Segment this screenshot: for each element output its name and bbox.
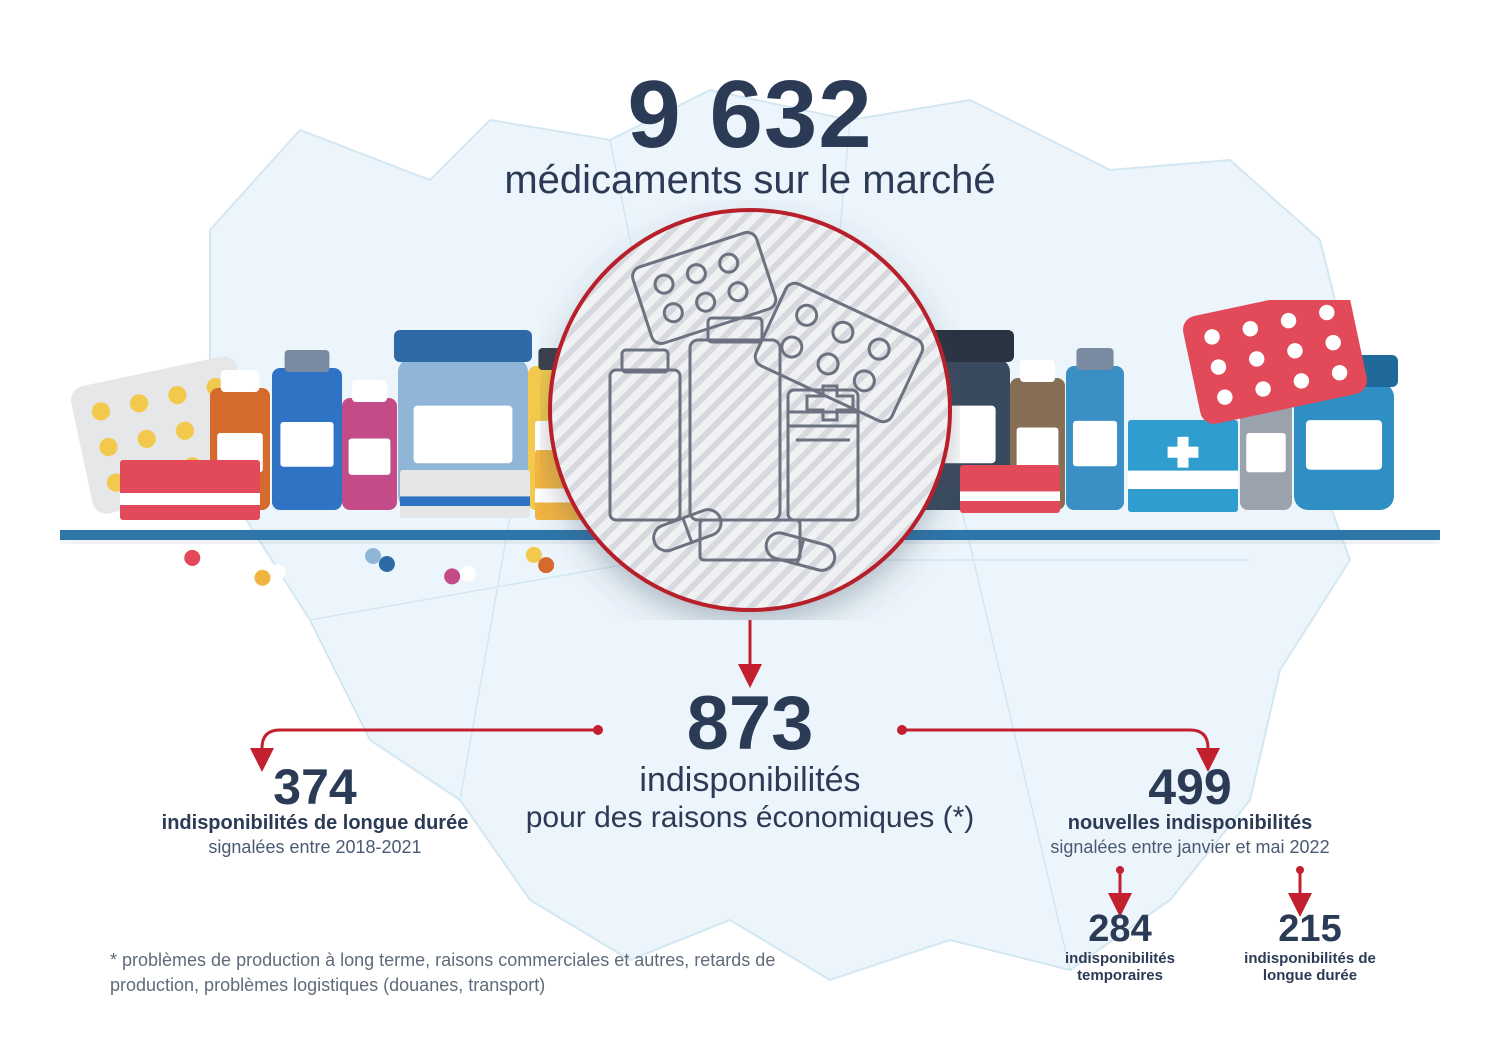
right-stat-value: 499 xyxy=(990,758,1390,816)
infographic-canvas: 9 632 médicaments sur le marché xyxy=(0,0,1500,1057)
right-substat-b-value: 215 xyxy=(1220,908,1400,951)
center-stat-value: 873 xyxy=(490,680,1010,767)
headline-value: 9 632 xyxy=(300,60,1200,170)
footnote-text: * problèmes de production à long terme, … xyxy=(110,948,830,997)
right-substat-b: 215 indisponibilités de longue durée xyxy=(1220,908,1400,984)
headline-block: 9 632 médicaments sur le marché xyxy=(300,60,1200,203)
left-stat-line1: indisponibilités de longue durée xyxy=(140,812,490,835)
right-stat-line1: nouvelles indisponibilités xyxy=(990,812,1390,835)
left-stat-value: 374 xyxy=(140,758,490,816)
right-substat-a-label: indisponibilités temporaires xyxy=(1030,951,1210,984)
right-stat-line2: signalées entre janvier et mai 2022 xyxy=(990,837,1390,858)
right-substat-a: 284 indisponibilités temporaires xyxy=(1030,908,1210,984)
lens-circle xyxy=(540,200,960,620)
headline-label: médicaments sur le marché xyxy=(300,158,1200,203)
right-substat-a-value: 284 xyxy=(1030,908,1210,951)
center-stat-line1: indisponibilités xyxy=(490,761,1010,800)
center-stat-line2: pour des raisons économiques (*) xyxy=(490,800,1010,836)
left-stat: 374 indisponibilités de longue durée sig… xyxy=(140,758,490,858)
center-stat: 873 indisponibilités pour des raisons éc… xyxy=(490,680,1010,836)
left-stat-line2: signalées entre 2018-2021 xyxy=(140,837,490,858)
right-substat-b-label: indisponibilités de longue durée xyxy=(1220,951,1400,984)
right-stat: 499 nouvelles indisponibilités signalées… xyxy=(990,758,1390,858)
